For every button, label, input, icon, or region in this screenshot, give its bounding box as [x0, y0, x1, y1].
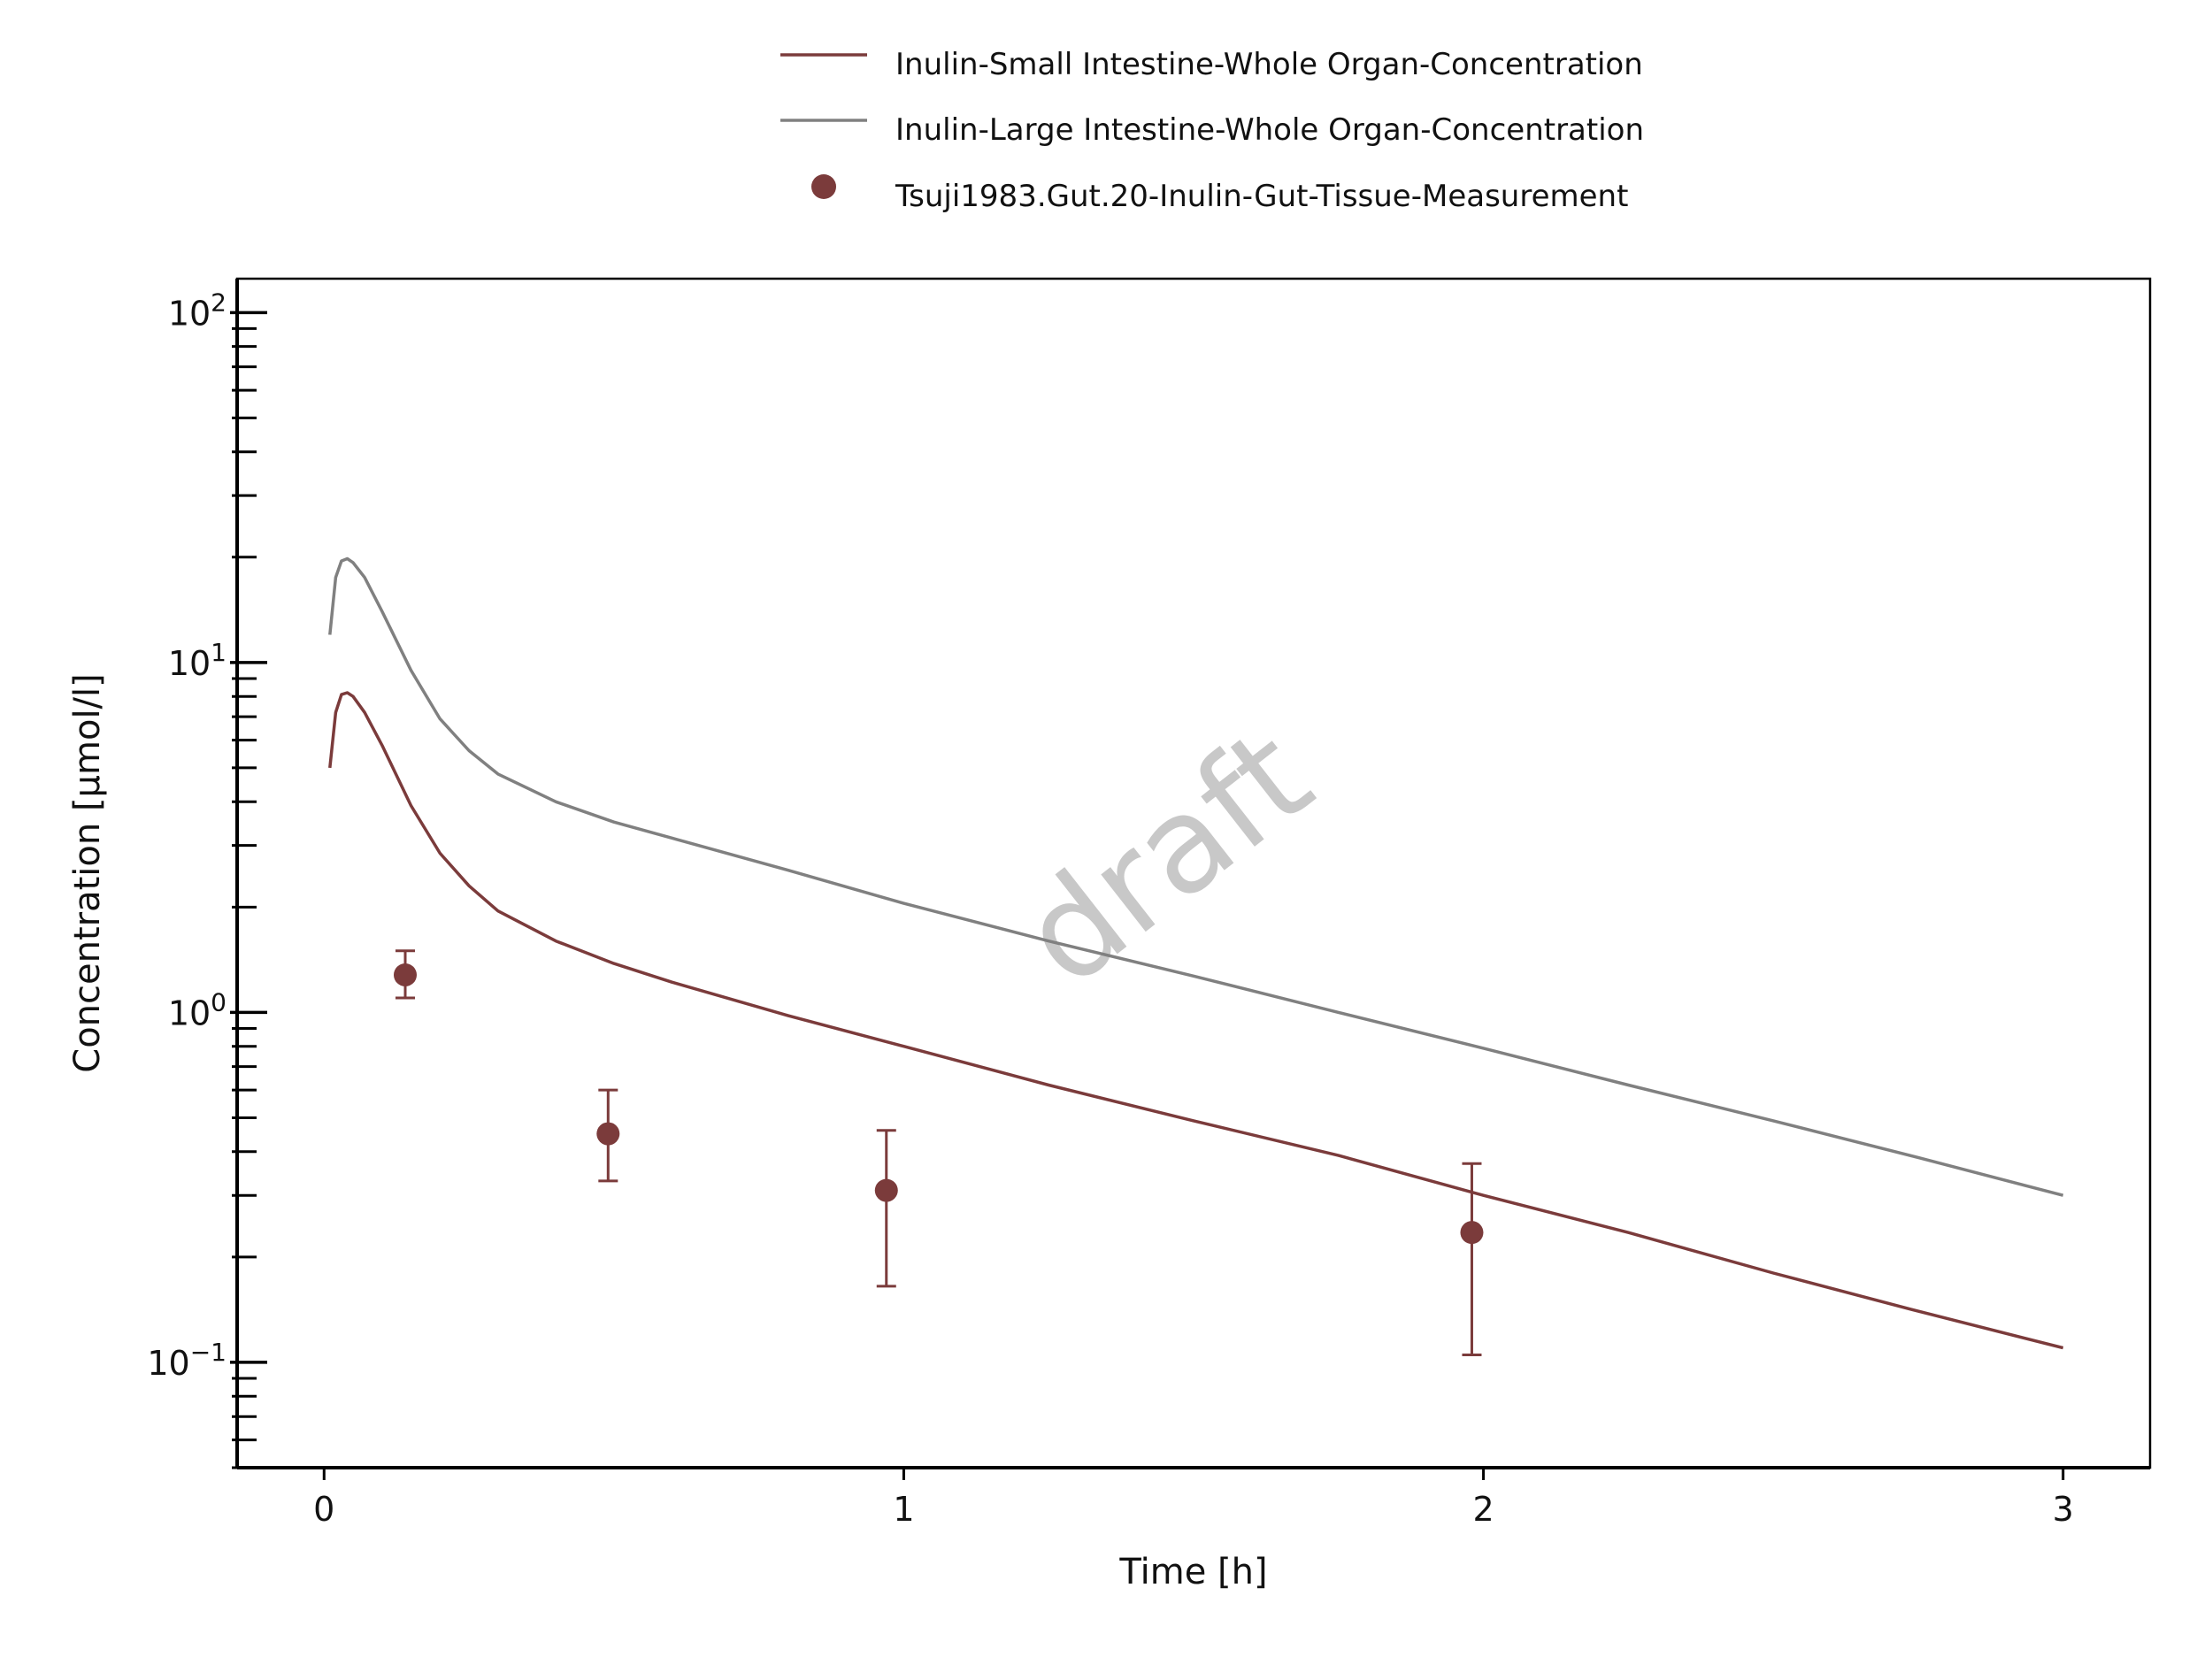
- y-axis-title: Concentration [µmol/l]: [67, 673, 108, 1072]
- series-layer: [328, 556, 2064, 1357]
- legend-label: Inulin-Small Intestine-Whole Organ-Conce…: [895, 47, 1643, 82]
- series-line-1: [328, 556, 2064, 1197]
- y-axis: 10−1 100 101 102: [147, 279, 267, 1469]
- x-axis-title: Time [h]: [1118, 1552, 1267, 1592]
- data-point: [874, 1178, 898, 1202]
- series-line-0: [328, 691, 2064, 1350]
- x-tick-label: 2: [1472, 1490, 1494, 1529]
- data-point: [393, 963, 417, 986]
- y-tick-label: 102: [168, 288, 227, 333]
- data-point: [596, 1122, 620, 1146]
- x-tick-label: 0: [313, 1490, 334, 1529]
- legend-label: Inulin-Large Intestine-Whole Organ-Conce…: [895, 112, 1644, 148]
- legend-swatch-marker: [811, 174, 836, 199]
- x-axis: 0 1 2 3: [237, 1466, 2150, 1529]
- y-tick-label: 100: [168, 987, 227, 1032]
- x-tick-label: 3: [2053, 1490, 2074, 1529]
- y-tick-label: 10−1: [147, 1338, 227, 1383]
- legend: Inulin-Small Intestine-Whole Organ-Conce…: [780, 47, 1644, 214]
- x-tick-label: 1: [893, 1490, 914, 1529]
- y-tick-label: 101: [168, 638, 227, 683]
- legend-label: Tsuji1983.Gut.20-Inulin-Gut-Tissue-Measu…: [895, 179, 1628, 214]
- data-point: [1460, 1221, 1484, 1245]
